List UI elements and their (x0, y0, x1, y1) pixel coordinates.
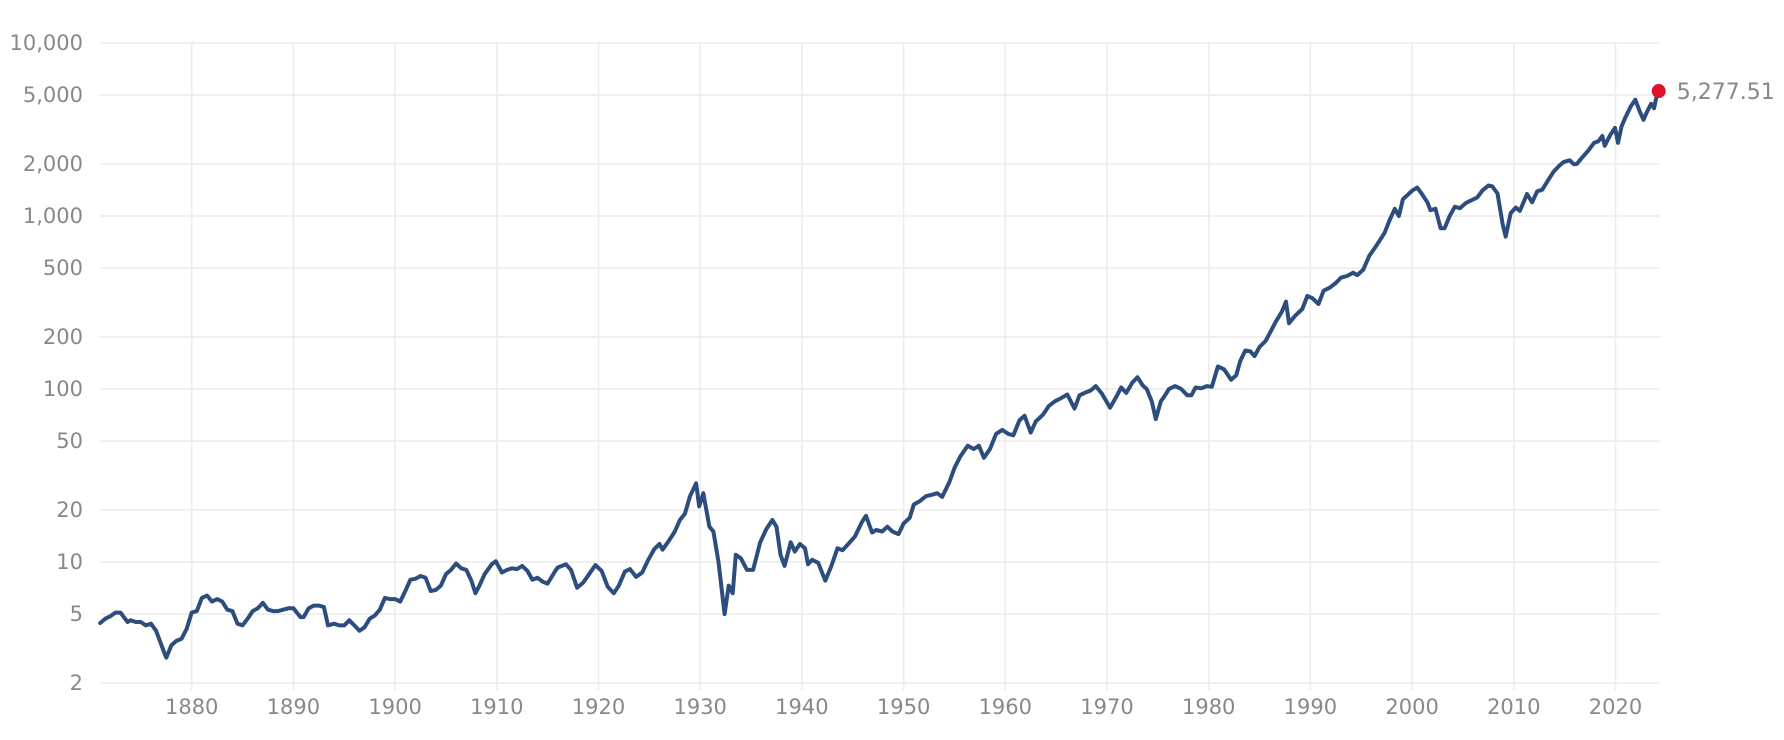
y-tick-label: 10,000 (10, 31, 83, 55)
x-tick-label: 1880 (165, 695, 218, 719)
x-tick-label: 2000 (1385, 695, 1438, 719)
x-tick-label: 1900 (368, 695, 421, 719)
y-tick-label: 50 (56, 429, 83, 453)
x-tick-label: 1920 (572, 695, 625, 719)
vertical-gridlines (190, 43, 1617, 690)
index-series-line (98, 89, 1661, 660)
x-tick-label: 1960 (979, 695, 1032, 719)
x-tick-label: 1970 (1080, 695, 1133, 719)
y-tick-label: 2 (70, 671, 83, 695)
x-tick-label: 1930 (673, 695, 726, 719)
last-value-label: 5,277.51 (1677, 80, 1775, 105)
x-tick-label: 1940 (775, 695, 828, 719)
y-tick-label: 10 (56, 550, 83, 574)
x-tick-label: 2020 (1589, 695, 1642, 719)
y-tick-label: 5,000 (23, 83, 83, 107)
y-tick-label: 2,000 (23, 152, 83, 176)
y-tick-label: 5 (70, 602, 83, 626)
x-tick-label: 1910 (470, 695, 523, 719)
last-value-marker[interactable] (1651, 84, 1666, 99)
y-tick-label: 100 (43, 377, 83, 401)
horizontal-gridlines (100, 42, 1660, 684)
y-tick-label: 20 (56, 498, 83, 522)
x-tick-label: 1990 (1284, 695, 1337, 719)
y-axis-tick-labels: 2 5 10 20 50 100 200 500 1,000 2,000 5,000 10,000 (10, 31, 83, 695)
x-tick-label: 2010 (1487, 695, 1540, 719)
x-tick-label: 1980 (1182, 695, 1235, 719)
y-tick-label: 200 (43, 325, 83, 349)
y-tick-label: 1,000 (23, 204, 83, 228)
x-axis-tick-labels: 1880 1890 1900 1910 1920 1930 1940 1950 1960 1970… (165, 695, 1642, 719)
x-tick-label: 1890 (267, 695, 320, 719)
y-tick-label: 500 (43, 256, 83, 280)
x-tick-label: 1950 (877, 695, 930, 719)
